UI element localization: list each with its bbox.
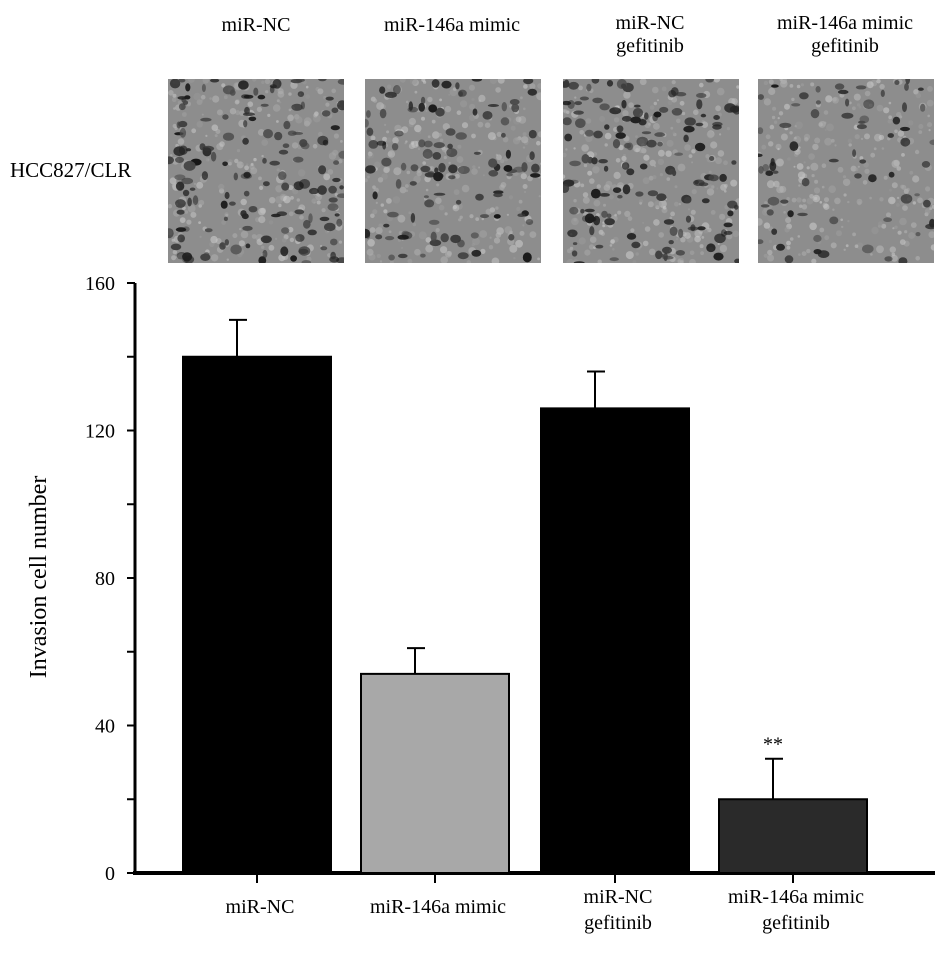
y-tick-label: 0 [105, 863, 115, 885]
panel-label-1-line1: miR-NC [221, 14, 291, 36]
y-axis-label: Invasion cell number [26, 476, 52, 679]
panel-label-2: miR-146a mimic [352, 14, 552, 37]
chart-categories: miR-NC miR-146a mimic miR-NC gefitinib miR-1… [226, 886, 865, 934]
micrograph-3 [563, 79, 739, 263]
panel-label-2-line1: miR-146a mimic [383, 14, 521, 36]
category-label: gefitinib [584, 912, 652, 934]
bar [718, 798, 868, 874]
panel-label-1: miR-NC [156, 14, 356, 37]
category-label: miR-146a mimic [370, 896, 506, 918]
panel-label-3-line1: miR-NC [615, 12, 685, 34]
category-label: miR-146a mimic [728, 886, 864, 908]
y-tick-label: 40 [95, 716, 115, 738]
significance-label: ** [763, 734, 783, 756]
y-tick-label: 80 [95, 568, 115, 590]
panel-label-4-line2: gefitinib [811, 35, 879, 57]
chart-bars: ** [182, 318, 868, 883]
bar [360, 672, 510, 874]
y-tick-label: 120 [85, 421, 115, 443]
category-label: miR-NC [584, 886, 653, 908]
panel-label-3-line2: gefitinib [616, 35, 684, 57]
row-label: HCC827/CLR [10, 158, 132, 182]
bar [540, 407, 690, 874]
panel-label-3: miR-NC gefitinib [550, 12, 750, 58]
chart-ticks: 0 40 80 120 160 [85, 273, 135, 885]
bar [182, 355, 332, 874]
micrograph-2 [365, 79, 541, 263]
panel-label-4-line1: miR-146a mimic [776, 12, 914, 34]
panel-label-4: miR-146a mimic gefitinib [745, 12, 945, 58]
y-tick-label: 160 [85, 273, 115, 295]
category-label: gefitinib [762, 912, 830, 934]
micrograph-4 [758, 79, 934, 263]
category-label: miR-NC [226, 896, 295, 918]
micrograph-1 [168, 79, 344, 263]
